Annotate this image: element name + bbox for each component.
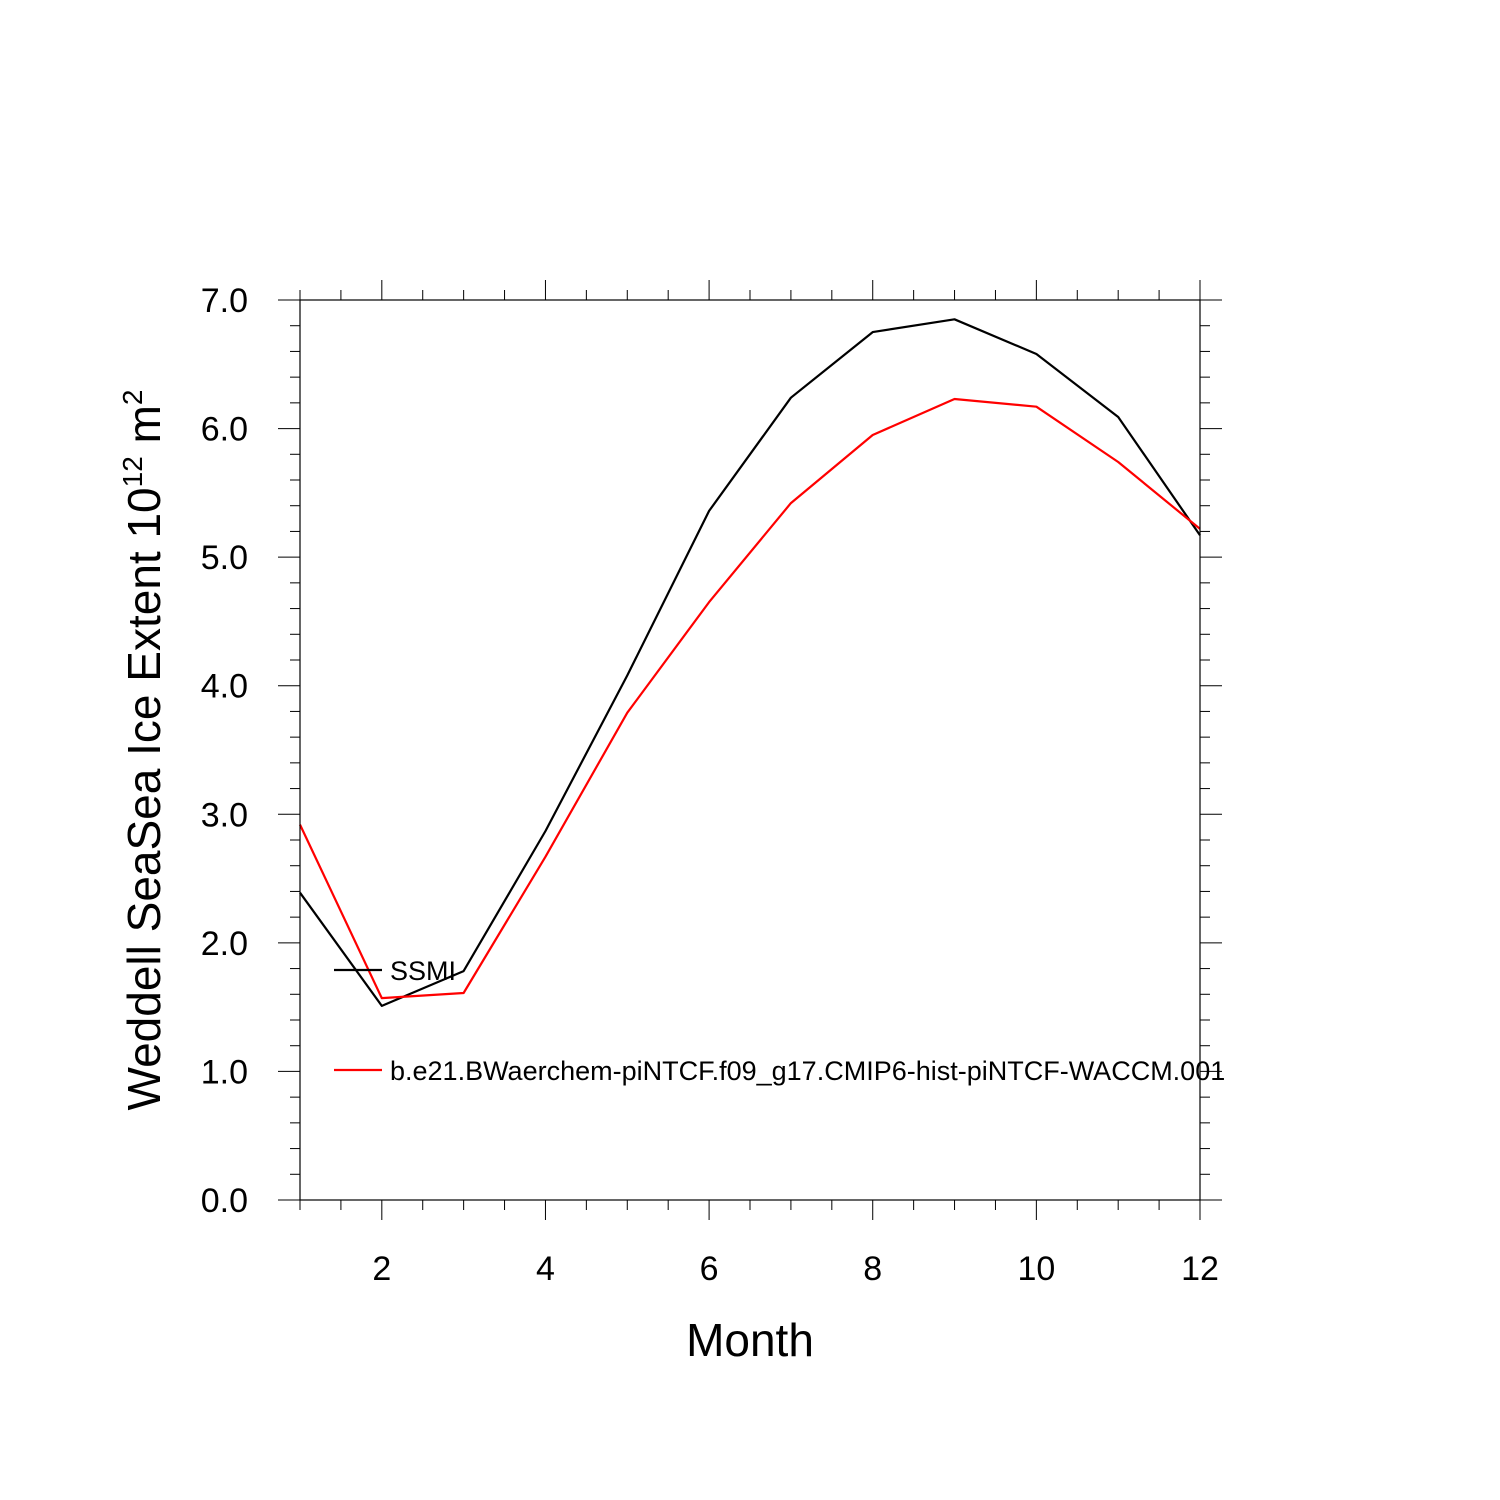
x-tick-label: 10 (1017, 1250, 1055, 1288)
y-axis-title-unit-exp: 2 (117, 390, 148, 406)
x-tick-label: 6 (700, 1250, 719, 1288)
series-line-model (299, 397, 1201, 1000)
x-tick-label: 12 (1181, 1250, 1219, 1288)
tick-labels: 2 4 6 8 10 12 0.0 1.0 2.0 3.0 4.0 5.0 6.0 7.0 (201, 282, 1219, 1288)
y-axis-title-exp: 12 (117, 456, 148, 487)
ticks-layer (278, 280, 1222, 1220)
plot-frame (299, 299, 1201, 1201)
y-tick-label: 2.0 (201, 925, 248, 963)
legend: SSMI b.e21.BWaerchem-piNTCF.f09_g17.CMIP… (334, 956, 1225, 1086)
y-axis-title-unit: m (118, 405, 170, 456)
y-axis-title-main: Weddell SeaSea Ice Extent 10 (118, 487, 170, 1110)
x-tick-label: 2 (372, 1250, 391, 1288)
series-line-ssmi (299, 318, 1201, 1008)
x-axis-title: Month (686, 1314, 814, 1366)
y-tick-label: 4.0 (201, 668, 248, 706)
y-axis-title: Weddell SeaSea Ice Extent 1012 m2 (117, 390, 170, 1111)
y-tick-label: 7.0 (201, 282, 248, 320)
x-tick-label: 8 (863, 1250, 882, 1288)
y-tick-label: 6.0 (201, 411, 248, 449)
y-tick-label: 1.0 (201, 1053, 248, 1091)
y-tick-label: 3.0 (201, 796, 248, 834)
x-tick-label: 4 (536, 1250, 555, 1288)
legend-label-ssmi: SSMI (390, 956, 456, 986)
series-layer (299, 318, 1201, 1008)
y-tick-label: 5.0 (201, 539, 248, 577)
legend-label-model: b.e21.BWaerchem-piNTCF.f09_g17.CMIP6-his… (390, 1056, 1225, 1086)
y-tick-label: 0.0 (201, 1182, 248, 1220)
